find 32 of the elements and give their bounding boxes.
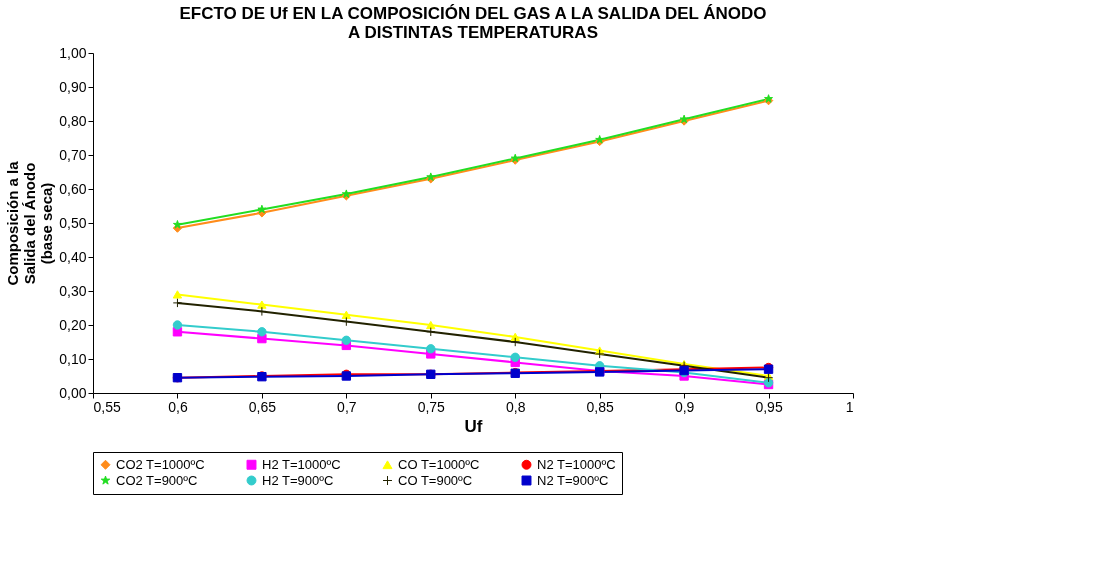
legend-label: CO2 T=1000ºC xyxy=(116,456,205,472)
x-tick-label: 1 xyxy=(845,398,854,415)
x-tick-label: 0,75 xyxy=(417,398,446,415)
x-tick-label: 0,9 xyxy=(674,398,695,415)
legend-label: H2 T=900ºC xyxy=(262,472,334,488)
x-tick-label: 0,95 xyxy=(755,398,783,415)
legend-label: CO T=1000ºC xyxy=(398,456,480,472)
y-axis-title: Composición a la Salida del Ánodo (base seca) xyxy=(4,160,56,286)
y-tick-label: 0,30 xyxy=(59,282,87,299)
y-tick-label: 0,50 xyxy=(59,214,87,231)
legend-label: H2 T=1000ºC xyxy=(262,456,341,472)
x-tick-label: 0,7 xyxy=(337,398,357,415)
y-tick-label: 0,40 xyxy=(59,248,87,265)
legend-label: CO2 T=900ºC xyxy=(116,472,198,488)
x-axis-title: Uf xyxy=(464,416,483,436)
chart-title: EFCTO DE Uf EN LA COMPOSICIÓN DEL GAS A LA SALIDA DEL ÁNODO A DISTINTAS TEMPERATURAS xyxy=(179,4,767,42)
legend-label: N2 T=900ºC xyxy=(537,472,609,488)
y-tick-label: 0,60 xyxy=(59,180,87,197)
legend-label: CO T=900ºC xyxy=(398,472,473,488)
x-tick-label: 0,65 xyxy=(248,398,277,415)
y-tick-label: 0,70 xyxy=(59,146,87,163)
y-tick-label: 0,10 xyxy=(59,350,87,367)
y-tick-label: 0,00 xyxy=(59,384,87,401)
y-tick-label: 0,20 xyxy=(59,316,87,333)
x-tick-label: 0,6 xyxy=(168,398,188,415)
y-tick-label: 0,90 xyxy=(59,78,87,95)
x-tick-label: 0,55 xyxy=(93,398,121,415)
legend-label: N2 T=1000ºC xyxy=(537,456,616,472)
y-tick-label: 1,00 xyxy=(59,44,87,61)
y-tick-label: 0,80 xyxy=(59,112,87,129)
x-tick-label: 0,85 xyxy=(586,398,614,415)
x-tick-label: 0,8 xyxy=(505,398,526,415)
